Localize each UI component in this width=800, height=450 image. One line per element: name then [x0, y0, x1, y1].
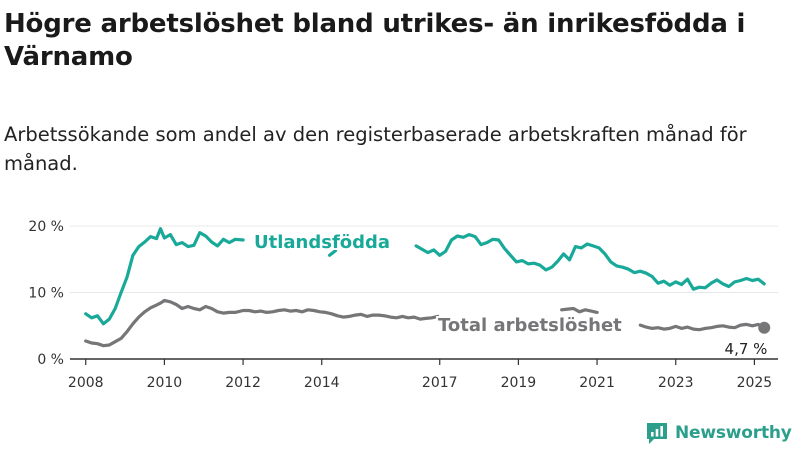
series-line-utlandsfodda: [84, 227, 245, 326]
x-tick-label: 2010: [147, 375, 183, 391]
chart-subtitle: Arbetssökande som andel av den registerb…: [4, 123, 747, 175]
total-endpoint-marker: [758, 321, 771, 334]
chart-title: Högre arbetslöshet bland utrikes- än inr…: [4, 9, 746, 72]
label-total-arbetsloshet: Total arbetslöshet: [438, 315, 622, 336]
x-tick-label: 2014: [304, 375, 340, 391]
x-tick-label: 2017: [422, 375, 458, 391]
series-line-total: [560, 306, 599, 314]
x-tick-label: 2023: [658, 375, 694, 391]
newsworthy-logo-icon: [647, 423, 667, 444]
x-tick-label: 2008: [68, 375, 104, 391]
x-tick-label: 2025: [737, 375, 773, 391]
y-tick-label: 20 %: [28, 219, 64, 235]
brand: Newsworthy: [645, 420, 792, 446]
x-tick-label: 2012: [225, 375, 261, 391]
label-last-value: 4,7 %: [725, 340, 768, 358]
series-line-total: [638, 322, 766, 332]
series-line-utlandsfodda: [328, 249, 338, 257]
y-tick-label: 0 %: [37, 352, 64, 368]
y-gridlines: [70, 225, 778, 293]
label-utlandsfodda: Utlandsfödda: [254, 232, 390, 253]
y-tick-label: 10 %: [28, 286, 64, 302]
series-line-utlandsfodda: [414, 233, 766, 291]
x-tick-label: 2021: [579, 375, 615, 391]
y-axis-ticks: 0 % 10 % 20 %: [28, 219, 64, 368]
x-tick-label: 2019: [501, 375, 537, 391]
series-lines: [84, 227, 771, 348]
brand-name: Newsworthy: [675, 423, 792, 443]
x-axis: 2008 2010 2012 2014 2017 2019 2021 2023 2025: [68, 358, 778, 391]
series-line-total: [84, 298, 440, 348]
inline-labels: Utlandsfödda Total arbetslöshet 4,7 %: [252, 230, 769, 360]
